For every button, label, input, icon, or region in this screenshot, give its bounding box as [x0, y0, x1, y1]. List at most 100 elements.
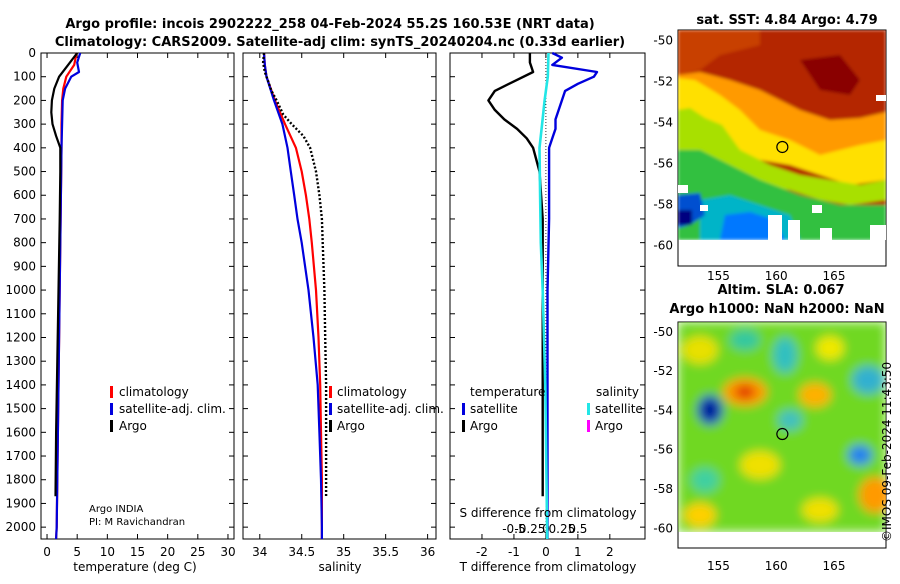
x-tick-label: 20	[160, 545, 175, 559]
lat-tick-label: -52	[653, 74, 673, 88]
x-tick-label: 0	[43, 545, 51, 559]
t-difference-xlabel: T difference from climatology	[459, 560, 637, 574]
sla-map-title-line2: Argo h1000: NaN h2000: NaN	[669, 302, 884, 317]
x-tick-label: 1	[574, 545, 582, 559]
lat-tick-label: -54	[653, 403, 673, 417]
legend-label-t-argo: Argo	[470, 419, 498, 433]
legend-swatch-argo	[110, 420, 113, 432]
depth-tick-label: 900	[13, 259, 36, 273]
depth-tick-label: 1700	[5, 449, 36, 463]
legend-swatch-satellite	[329, 403, 332, 415]
depth-tick-label: 100	[13, 70, 36, 84]
temperature-tick-labels: 0 5 10 15 20 25 30	[43, 545, 235, 559]
depth-tick-label: 700	[13, 212, 36, 226]
s-difference-tick-label: 0.5	[568, 522, 587, 536]
credit-line1: Argo INDIA	[89, 504, 144, 515]
x-tick-label: 35	[336, 545, 351, 559]
legend-label-climatology: climatology	[337, 385, 407, 399]
x-tick-label: 30	[220, 545, 235, 559]
lat-tick-label: -54	[653, 115, 673, 129]
lat-tick-label: -56	[653, 156, 673, 170]
temperature-legend: climatology satellite-adj. clim. Argo	[110, 385, 226, 433]
sst-map-argo-marker	[776, 140, 789, 154]
lat-tick-label: -60	[653, 238, 673, 252]
lon-tick-label: 160	[765, 559, 788, 573]
x-tick-label: -2	[476, 545, 488, 559]
lat-tick-label: -52	[653, 364, 673, 378]
x-tick-label: 5	[73, 545, 81, 559]
legend-swatch-satellite	[110, 403, 113, 415]
legend-swatch-s-argo	[587, 420, 590, 432]
depth-tick-label: 1500	[5, 402, 36, 416]
depth-tick-label: 1300	[5, 354, 36, 368]
difference-series	[487, 51, 599, 540]
legend-label-s-satellite: satellite	[595, 402, 643, 416]
depth-tick-label: 1400	[5, 378, 36, 392]
temperature-xlabel: temperature (deg C)	[73, 560, 196, 574]
x-tick-label: 15	[130, 545, 145, 559]
imos-timestamp: ©IMOS 09-Feb-2024 11:43:50	[880, 362, 894, 542]
x-tick-label: 0	[542, 545, 550, 559]
x-tick-label: 10	[100, 545, 115, 559]
legend-label-argo: Argo	[337, 419, 365, 433]
salinity-tick-labels: 34 34.5 35 35.5 36	[252, 545, 435, 559]
legend-swatch-s-satellite	[587, 403, 590, 415]
salinity-panel: 34 34.5 35 35.5 36 salinity climatology sate…	[242, 52, 444, 574]
series-line-argo	[261, 52, 328, 497]
legend-swatch-climatology	[110, 386, 113, 398]
difference-legend: temperature salinity satellite Argo sate…	[462, 385, 643, 433]
depth-tick-label: 500	[13, 165, 36, 179]
x-tick-label: 35.5	[372, 545, 399, 559]
salinity-legend: climatology satellite-adj. clim. Argo	[329, 385, 444, 433]
series-line-t-satellite	[546, 51, 599, 539]
x-tick-label: -1	[508, 545, 520, 559]
legend-label-satellite: satellite-adj. clim.	[119, 402, 226, 416]
depth-tick-label: 0	[28, 46, 36, 60]
depth-tick-labels: 0 100 200 300 400 500 600 700 800 900 1000 1100 1200…	[5, 46, 36, 534]
s-difference-tick-label: -0.5	[502, 522, 525, 536]
figure-title-line2: Climatology: CARS2009. Satellite-adj cli…	[55, 35, 625, 50]
lat-tick-label: -50	[653, 33, 673, 47]
lon-tick-label: 155	[707, 559, 730, 573]
lon-tick-label: 165	[823, 559, 846, 573]
legend-title-salinity: salinity	[596, 385, 639, 399]
lat-tick-label: -60	[653, 521, 673, 535]
lon-tick-label: 165	[823, 269, 846, 283]
lat-tick-label: -56	[653, 443, 673, 457]
sla-field	[678, 322, 886, 532]
lon-tick-label: 155	[707, 269, 730, 283]
credit-line2: PI: M Ravichandran	[89, 517, 185, 528]
sst-map-lat-ticks: -50 -52 -54 -56 -58 -60	[653, 33, 673, 252]
temperature-axes-box	[40, 52, 235, 540]
depth-tick-label: 200	[13, 93, 36, 107]
depth-tick-label: 1600	[5, 425, 36, 439]
s-difference-tick-label: -0.25	[514, 522, 545, 536]
depth-tick-label: 1800	[5, 473, 36, 487]
sla-map-title-line1: Altim. SLA: 0.067	[718, 283, 845, 298]
depth-tick-label: 400	[13, 141, 36, 155]
sst-field	[678, 30, 886, 240]
sla-map-lat-ticks: -50 -52 -54 -56 -58 -60	[653, 325, 673, 536]
x-tick-label: 34	[252, 545, 267, 559]
series-line-s-satellite	[538, 52, 550, 540]
s-difference-xlabel: S difference from climatology	[460, 506, 637, 520]
salinity-xlabel: salinity	[318, 560, 361, 574]
lon-tick-label: 160	[765, 269, 788, 283]
depth-tick-label: 300	[13, 117, 36, 131]
legend-swatch-t-satellite	[462, 403, 465, 415]
salinity-gridlines	[243, 52, 436, 539]
legend-swatch-t-argo	[462, 420, 465, 432]
salinity-axes-box	[242, 52, 437, 540]
sst-map-panel: sat. SST: 4.84 Argo: 4.79	[653, 13, 887, 283]
temperature-gridlines	[41, 52, 234, 539]
salinity-series	[261, 52, 328, 539]
legend-label-t-satellite: satellite	[470, 402, 518, 416]
sla-map-panel: Altim. SLA: 0.067 Argo h1000: NaN h2000:…	[653, 283, 887, 573]
legend-label-satellite: satellite-adj. clim.	[337, 402, 444, 416]
x-tick-label: 34.5	[288, 545, 315, 559]
sla-map-argo-marker	[776, 427, 789, 441]
legend-title-temperature: temperature	[470, 385, 545, 399]
